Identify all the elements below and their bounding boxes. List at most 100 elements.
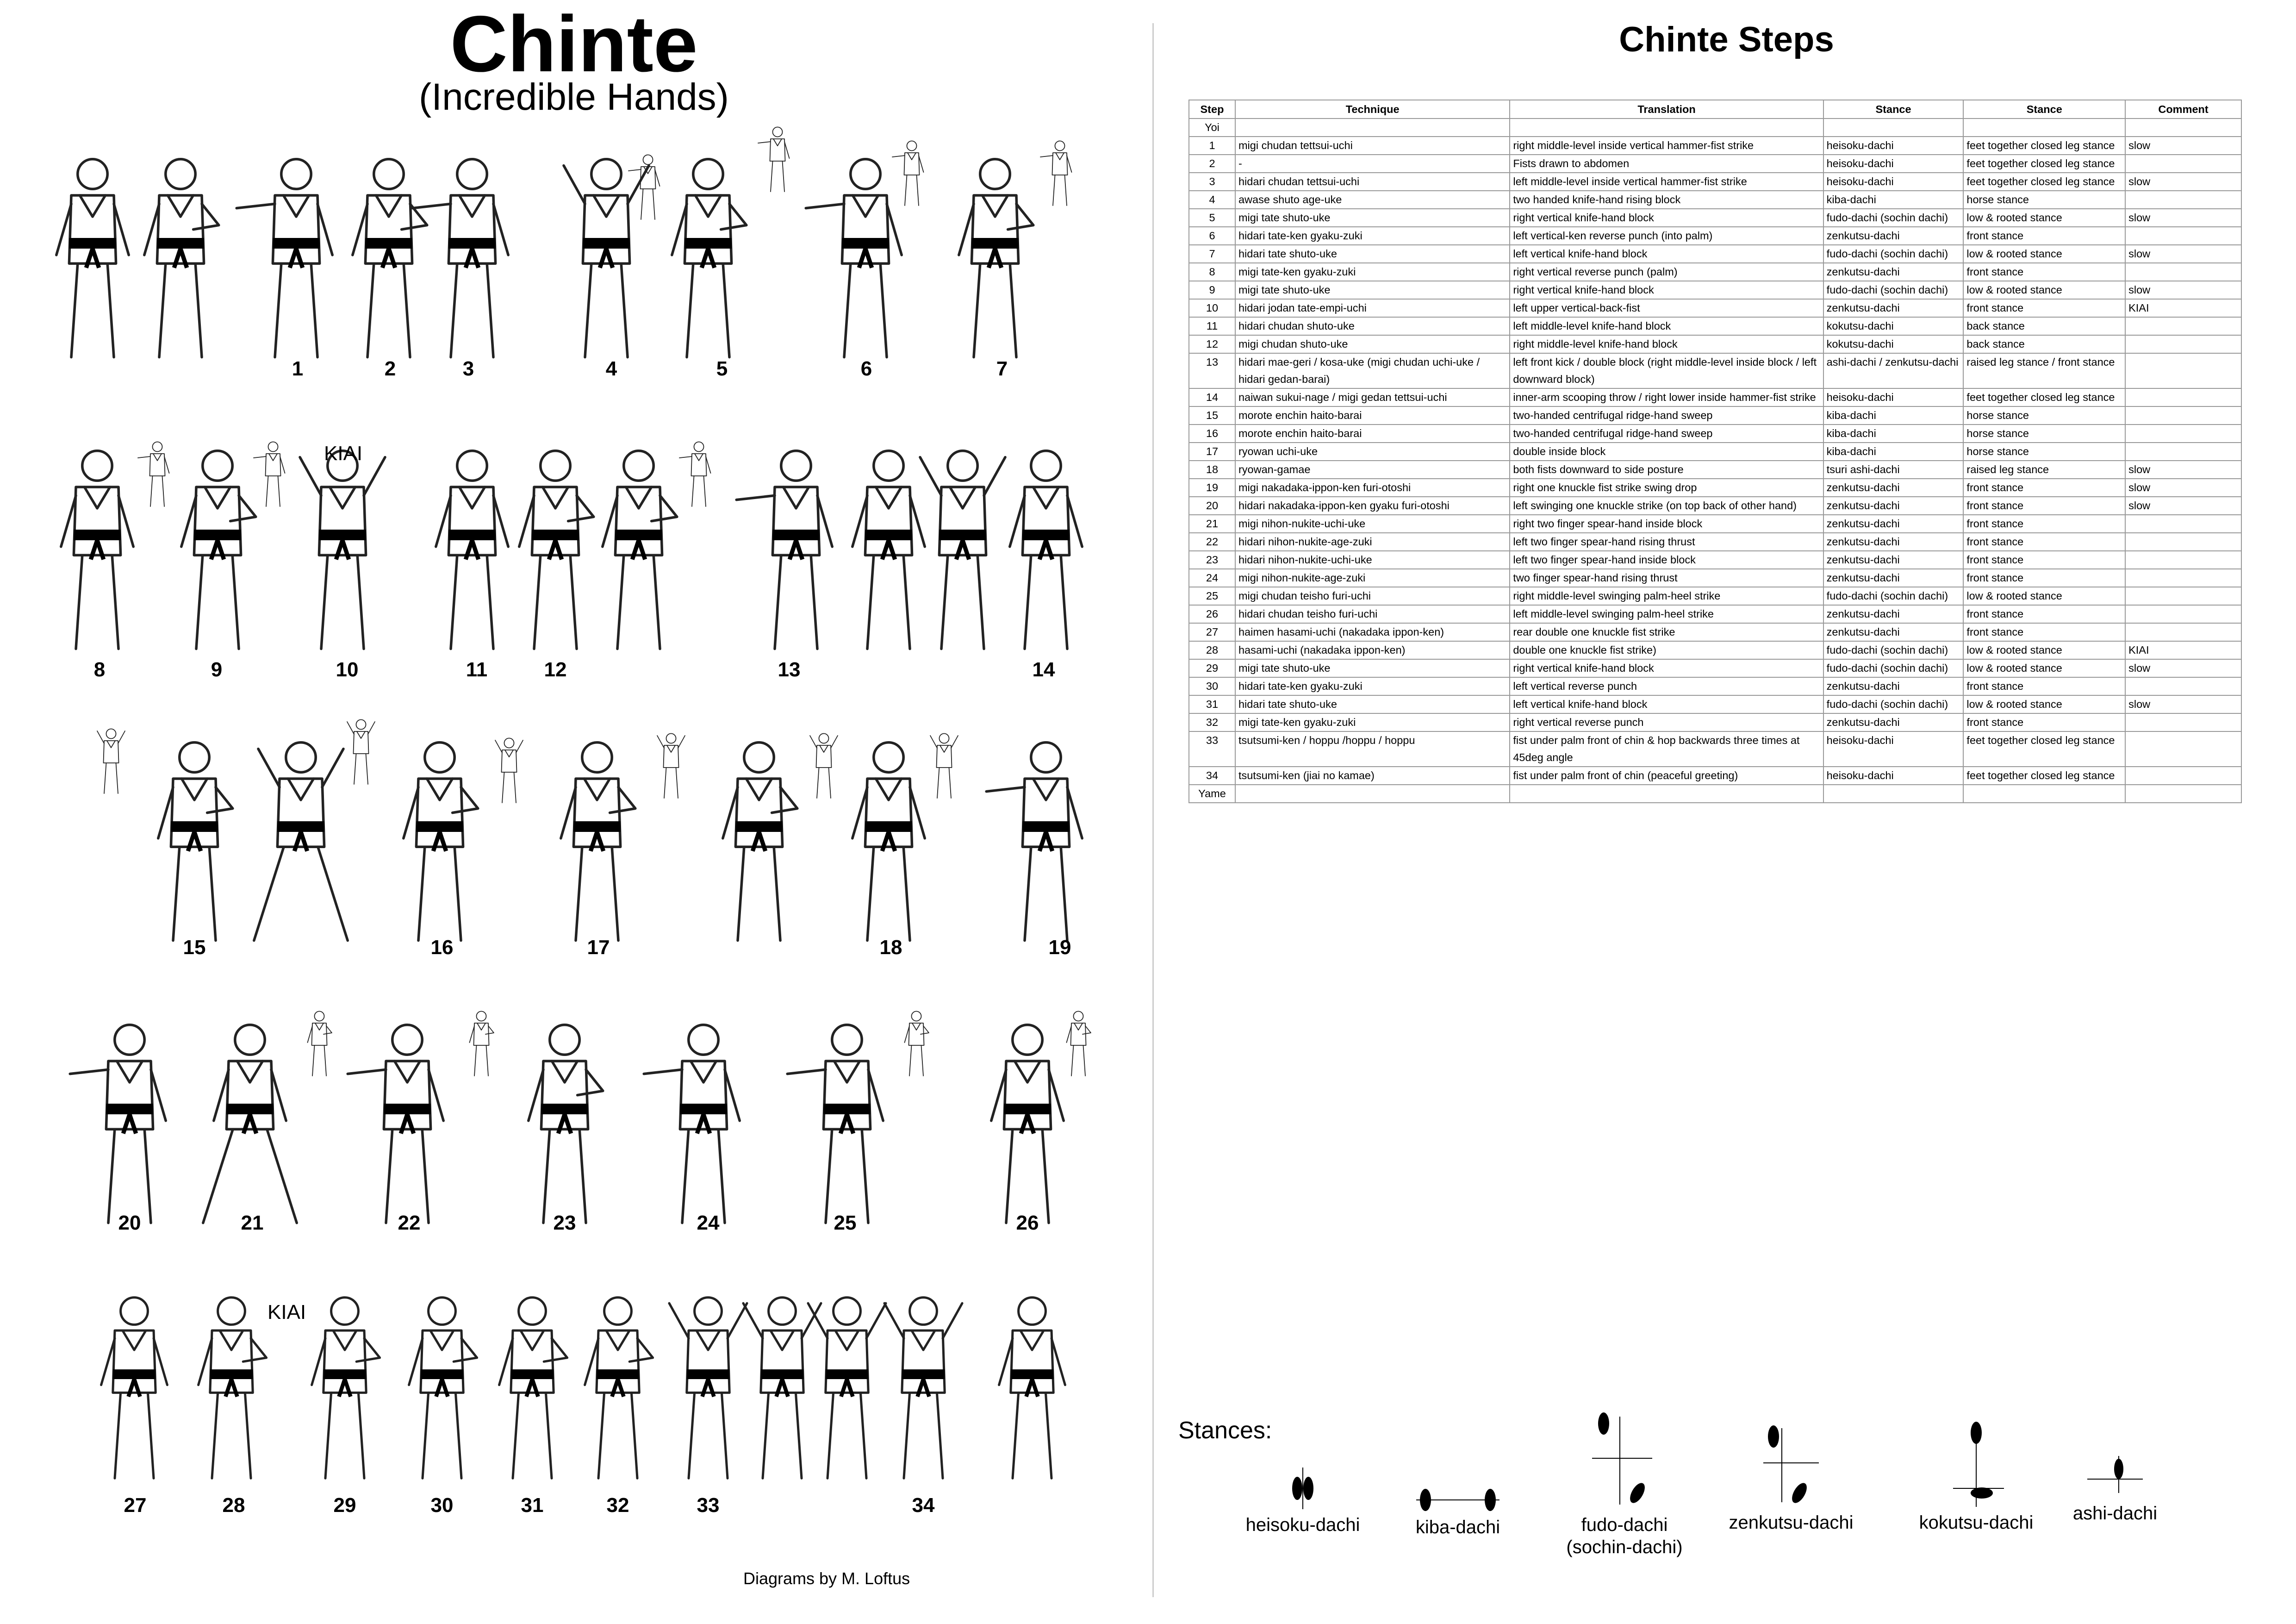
cell-comment	[2125, 335, 2242, 354]
kiai-label: KIAI	[268, 1301, 306, 1324]
cell-step: 20	[1188, 496, 1236, 515]
cell-stance-english: low & rooted stance	[1963, 208, 2126, 227]
karate-figure	[804, 158, 903, 359]
cell-stance: fudo-dachi (sochin dachi)	[1823, 587, 1964, 606]
cell-translation: left vertical reverse punch	[1509, 677, 1824, 696]
cell-translation: left vertical knife-hand block	[1509, 695, 1824, 714]
cell-comment: slow	[2125, 136, 2242, 155]
cell-technique: migi tate shuto-uke	[1234, 659, 1511, 678]
cell-stance-english: feet together closed leg stance	[1963, 172, 2126, 191]
karate-figure	[601, 450, 678, 650]
table-row: 21 migi nihon-nukite-uchi-uke right two fi…	[1188, 514, 2242, 533]
stance-label: kiba-dachi	[1415, 1517, 1500, 1537]
cell-step: 26	[1188, 605, 1236, 624]
cell-technique	[1234, 784, 1511, 803]
karate-figure	[807, 1296, 887, 1480]
kata-subtitle: (Incredible Hands)	[419, 76, 729, 118]
cell-comment: KIAI	[2125, 641, 2242, 660]
karate-figure	[919, 450, 1007, 650]
table-row: 18 ryowan-gamae both fists downward to sid…	[1188, 460, 2242, 479]
cell-technique: tsutsumi-ken (jiai no kamae)	[1234, 766, 1511, 785]
cell-stance: fudo-dachi (sochin dachi)	[1823, 208, 1964, 227]
cell-translation: left middle-level inside vertical hammer…	[1509, 172, 1824, 191]
cell-comment	[2125, 587, 2242, 606]
cell-comment	[2125, 784, 2242, 803]
table-row: 11 hidari chudan shuto-uke left middle-lev…	[1188, 317, 2242, 336]
diagram-number: 9	[211, 658, 223, 681]
footprint-icon	[2087, 1456, 2143, 1493]
cell-stance: heisoku-dachi	[1823, 136, 1964, 155]
cell-stance: tsuri ashi-dachi	[1823, 460, 1964, 479]
cell-stance-english: low & rooted stance	[1963, 695, 2126, 714]
cell-translation	[1509, 118, 1824, 137]
karate-figure	[527, 1024, 604, 1224]
cell-stance-english: front stance	[1963, 677, 2126, 696]
cell-translation	[1509, 784, 1824, 803]
cell-technique: hasami-uchi (nakadaka ippon-ken)	[1234, 641, 1511, 660]
cell-translation: inner-arm scooping throw / right lower i…	[1509, 388, 1824, 407]
cell-technique: hidari mae-geri / kosa-uke (migi chudan …	[1234, 353, 1511, 389]
cell-stance: fudo-dachi (sochin dachi)	[1823, 695, 1964, 714]
diagram-number: 10	[336, 658, 359, 681]
footprint-icon	[1416, 1489, 1500, 1511]
inset-figure	[97, 728, 125, 794]
kiai-label: KIAI	[324, 442, 363, 465]
karate-figure	[985, 741, 1083, 942]
karate-figure	[100, 1296, 168, 1480]
karate-figure	[851, 741, 926, 942]
karate-figure	[562, 158, 650, 359]
karate-figure	[68, 1024, 167, 1224]
diagram-number: 3	[462, 357, 474, 380]
cell-stance: heisoku-dachi	[1823, 154, 1964, 173]
cell-stance-english: front stance	[1963, 514, 2126, 533]
karate-figure	[851, 450, 926, 650]
page-divider	[1152, 23, 1154, 1597]
cell-stance: zenkutsu-dachi	[1823, 623, 1964, 642]
cell-step: 18	[1188, 460, 1236, 479]
cell-step: 17	[1188, 442, 1236, 461]
cell-comment	[2125, 713, 2242, 732]
diagram-number: 11	[466, 658, 488, 681]
karate-figure	[55, 158, 130, 359]
karate-figure	[1008, 450, 1083, 650]
cell-stance: zenkutsu-dachi	[1823, 478, 1964, 497]
table-row: 31 hidari tate shuto-uke left vertical kni…	[1188, 695, 2242, 714]
cell-stance-english: front stance	[1963, 226, 2126, 245]
col-header-comment: Comment	[2125, 100, 2242, 119]
diagram-number: 21	[241, 1212, 264, 1234]
table-row: 2- Fists drawn to abdomen heisoku-dachi fee…	[1188, 154, 2242, 173]
diagram-number: 16	[430, 936, 454, 959]
steps-panel: Chinte Steps Step Technique Translation …	[1157, 0, 2296, 1624]
inset-figure	[628, 154, 660, 220]
cell-technique: migi chudan tettsui-uchi	[1234, 136, 1511, 155]
inset-figure	[495, 737, 523, 803]
table-row: 20 hidari nakadaka-ippon-ken gyaku furi-o…	[1188, 496, 2242, 515]
cell-stance-english: front stance	[1963, 299, 2126, 318]
table-row: 10 hidari jodan tate-empi-uchi left upper …	[1188, 299, 2242, 318]
table-row: 13 hidari mae-geri / kosa-uke (migi chuda…	[1188, 353, 2242, 389]
cell-comment	[2125, 118, 2242, 137]
cell-stance	[1823, 118, 1964, 137]
cell-stance-english: front stance	[1963, 496, 2126, 515]
table-row: 30 hidari tate-ken gyaku-zuki left vertica…	[1188, 677, 2242, 696]
cell-step: 21	[1188, 514, 1236, 533]
karate-figure	[299, 450, 386, 650]
cell-step: 1	[1188, 136, 1236, 155]
karate-figure	[722, 741, 799, 942]
cell-stance-english: front stance	[1963, 713, 2126, 732]
table-row: 8 migi tate-ken gyaku-zuki right vertical …	[1188, 262, 2242, 281]
cell-technique: hidari chudan tettsui-uchi	[1234, 172, 1511, 191]
cell-comment	[2125, 514, 2242, 533]
cell-technique: hidari nihon-nukite-uchi-uke	[1234, 550, 1511, 569]
cell-technique: hidari chudan teisho furi-uchi	[1234, 605, 1511, 624]
cell-technique: hidari nihon-nukite-age-zuki	[1234, 532, 1511, 551]
cell-technique: migi tate shuto-uke	[1234, 208, 1511, 227]
table-row: 19 migi nakadaka-ippon-ken furi-otoshi rig…	[1188, 478, 2242, 497]
cell-stance-english: front stance	[1963, 550, 2126, 569]
cell-translation: right one knuckle fist strike swing drop	[1509, 478, 1824, 497]
cell-step: 31	[1188, 695, 1236, 714]
cell-stance: fudo-dachi (sochin dachi)	[1823, 281, 1964, 300]
cell-step: 11	[1188, 317, 1236, 336]
cell-technique: -	[1234, 154, 1511, 173]
table-row: 26 hidari chudan teisho furi-uchi left mid…	[1188, 605, 2242, 624]
